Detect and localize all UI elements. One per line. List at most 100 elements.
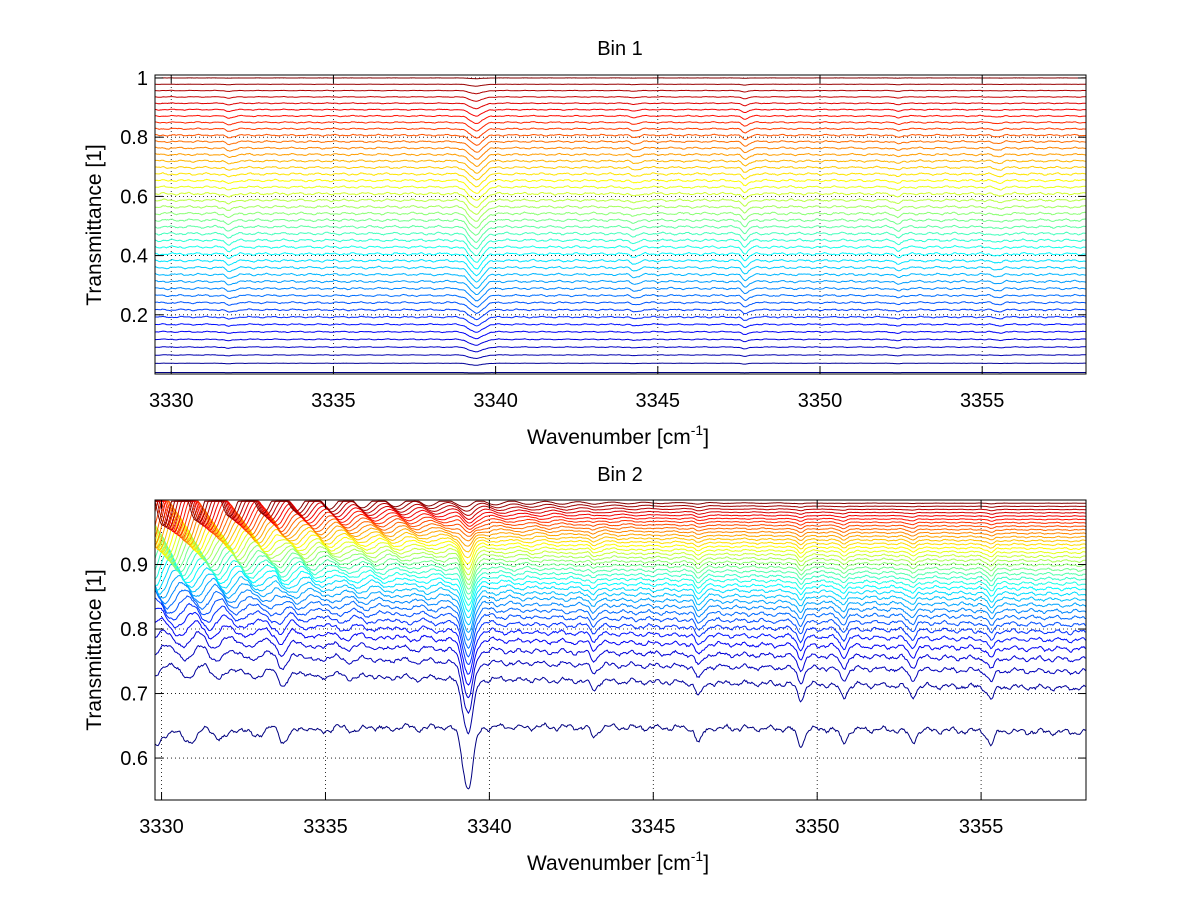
series-line [155,569,1086,626]
x-axis-label-main: Wavenumber [cm [527,426,691,449]
series-group-bin-2 [155,500,1086,790]
plot-frame-bin-2 [154,499,1087,801]
y-tick-label: 1 [137,68,148,90]
ticks-bin-2: 3330 3335 3340 3345 3350 3355 0.6 0.7 0.8 0.9 [120,500,1086,838]
series-line [155,238,1086,257]
series-line [155,198,1086,215]
y-tick-label: 0.6 [120,748,148,770]
series-line [155,146,1086,160]
series-line [155,102,1086,110]
series-line [155,231,1086,250]
series-line [155,515,1086,559]
series-line [155,224,1086,243]
series-line [155,251,1086,270]
series-line [155,279,1086,296]
series-line [155,531,1086,586]
series-line [155,265,1086,283]
y-axis-label-bin-1: Transmittance [1] [83,144,106,305]
x-tick-label: 3355 [959,816,1004,838]
series-line [155,644,1086,715]
series-line [155,524,1086,576]
series-line [155,127,1086,139]
x-tick-label: 3330 [139,816,184,838]
series-line [155,500,1086,539]
series-line [155,89,1086,95]
series-line [155,519,1086,565]
x-axis-label-main: Wavenumber [cm [527,852,691,875]
series-line [155,616,1086,686]
y-tick-label: 0.8 [120,619,148,641]
series-line [155,301,1086,315]
series-line [155,362,1086,366]
y-tick-label: 0.2 [120,305,148,327]
series-line [155,330,1086,340]
series-line [155,511,1086,553]
series-line [155,354,1086,360]
series-line [155,159,1086,174]
x-axis-label-tail: ] [703,852,709,875]
series-line [155,589,1086,658]
y-tick-label: 0.9 [120,555,148,577]
x-tick-label: 3350 [795,816,840,838]
series-line [155,524,1086,570]
series-line [155,546,1086,601]
series-line [155,338,1086,346]
chart-title-bin-2: Bin 2 [597,464,643,486]
series-line [155,500,1086,535]
series-line [155,500,1086,527]
series-line [155,556,1086,613]
series-line [155,272,1086,289]
series-line [155,83,1086,87]
series-line [155,308,1086,321]
series-line [155,293,1086,308]
series-line [155,581,1086,641]
series-line [155,500,1086,530]
x-axis-label-bin-1: Wavenumber [cm-1] [527,422,709,449]
y-tick-label: 0.4 [120,246,148,268]
series-line [155,722,1086,790]
series-line [155,133,1086,146]
series-line [155,204,1086,222]
series-line [155,607,1086,675]
series-line [155,108,1086,117]
y-tick-label: 0.6 [120,186,148,208]
series-line [155,121,1086,132]
y-axis-label-bin-2: Transmittance [1] [83,569,106,730]
y-tick-label: 0.8 [120,127,148,149]
ticks-bin-1: 3330 3335 3340 3345 3350 3355 0.2 0.4 0.6 0.8 1 [120,68,1086,412]
x-tick-label: 3355 [960,390,1005,412]
series-line [155,185,1086,201]
series-line [155,575,1086,633]
series-line [155,218,1086,236]
series-line [155,540,1086,595]
y-tick-label: 0.7 [120,684,148,706]
series-line [155,346,1086,353]
series-line [155,662,1086,735]
chart-bin-1: Bin 1 3330 3335 3340 3345 3350 3355 0.2 0.4 0.6 0… [83,38,1087,449]
series-line [155,500,1086,533]
x-tick-label: 3345 [636,390,681,412]
x-axis-label-superscript: -1 [691,422,704,438]
series-line [155,315,1086,327]
chart-title-bin-1: Bin 1 [597,38,643,60]
x-tick-label: 3350 [798,390,843,412]
series-line [155,597,1086,665]
series-line [155,245,1086,263]
series-line [155,95,1086,102]
x-axis-label-tail: ] [703,426,709,449]
x-tick-label: 3340 [467,816,512,838]
series-line [155,585,1086,650]
series-line [155,629,1086,699]
series-line [155,191,1086,209]
x-axis-label-bin-2: Wavenumber [cm-1] [527,848,709,875]
series-line [155,500,1086,531]
series-line [155,562,1086,619]
series-line [155,500,1086,537]
series-line [155,550,1086,607]
x-tick-label: 3335 [303,816,348,838]
series-line [155,152,1086,168]
series-line [155,77,1086,80]
x-tick-label: 3340 [473,390,518,412]
series-line [155,211,1086,229]
